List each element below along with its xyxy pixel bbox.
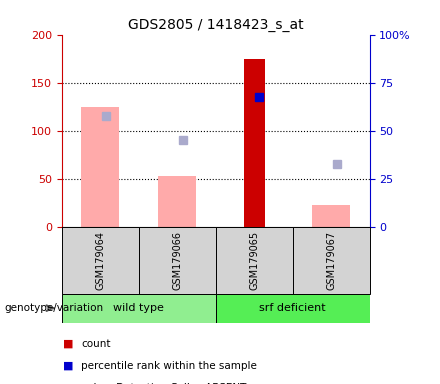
- Text: GSM179067: GSM179067: [326, 231, 336, 290]
- Text: GSM179066: GSM179066: [172, 231, 182, 290]
- Text: percentile rank within the sample: percentile rank within the sample: [81, 361, 257, 371]
- Bar: [158, 176, 196, 227]
- Text: srf deficient: srf deficient: [259, 303, 326, 313]
- Text: GSM179065: GSM179065: [249, 231, 259, 290]
- Text: ■: ■: [63, 339, 73, 349]
- Bar: [81, 107, 119, 227]
- Text: GSM179064: GSM179064: [95, 231, 105, 290]
- Bar: [62, 227, 139, 294]
- Bar: [216, 294, 370, 323]
- Text: ■: ■: [63, 383, 73, 384]
- Bar: [243, 59, 265, 227]
- Text: genotype/variation: genotype/variation: [4, 303, 103, 313]
- Text: ■: ■: [63, 361, 73, 371]
- Bar: [216, 227, 293, 294]
- Text: wild type: wild type: [113, 303, 164, 313]
- Bar: [312, 205, 350, 227]
- Text: value, Detection Call = ABSENT: value, Detection Call = ABSENT: [81, 383, 247, 384]
- Text: count: count: [81, 339, 111, 349]
- Bar: [62, 294, 216, 323]
- Bar: [293, 227, 370, 294]
- Title: GDS2805 / 1418423_s_at: GDS2805 / 1418423_s_at: [128, 18, 304, 32]
- Bar: [139, 227, 216, 294]
